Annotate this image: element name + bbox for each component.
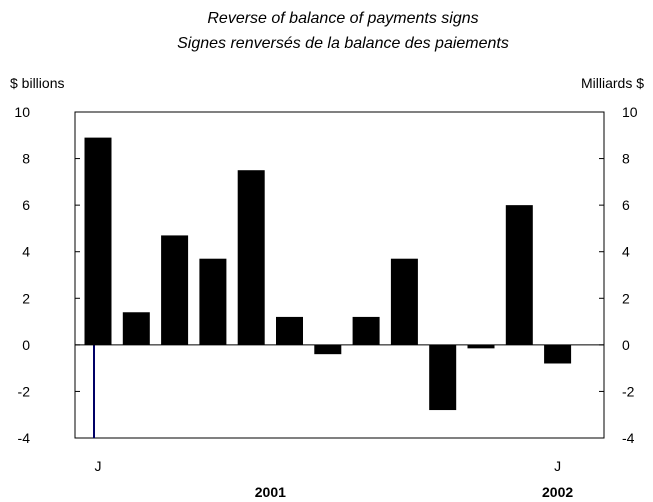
y-tick-label-left: 0 (22, 337, 30, 353)
y-axis-label-left: $ billions (10, 75, 64, 91)
bar (237, 170, 265, 345)
y-axis-right: -4 -2 0 2 4 6 8 10 (599, 104, 638, 446)
chart-title: Reverse of balance of payments signs (207, 10, 478, 27)
bars (84, 137, 572, 411)
y-tick-label-right: 2 (622, 290, 630, 306)
bar (84, 137, 112, 345)
y-tick-label-right: 4 (622, 244, 630, 260)
bar (390, 258, 418, 345)
bar (505, 205, 533, 345)
y-tick-label-left: 4 (22, 244, 30, 260)
bar (467, 344, 495, 349)
x-tick-label: J (95, 458, 102, 474)
y-tick-label-left: 10 (14, 104, 30, 120)
year-label: 2001 (255, 484, 286, 500)
y-tick-label-right: 6 (622, 197, 630, 213)
y-tick-label-left: 2 (22, 290, 30, 306)
y-tick-label-left: 8 (22, 151, 30, 167)
y-tick-label-right: 8 (622, 151, 630, 167)
bar (352, 316, 380, 345)
bar (429, 344, 457, 411)
bar (161, 235, 189, 345)
x-tick-label: J (554, 458, 561, 474)
y-axis-left: -4 -2 0 2 4 6 8 10 (14, 104, 80, 446)
bar (199, 258, 227, 345)
y-tick-label-right: 10 (622, 104, 638, 120)
chart-subtitle: Signes renversés de la balance des paiem… (177, 35, 509, 52)
bar (544, 344, 572, 364)
year-label: 2002 (542, 484, 573, 500)
plot-frame (74, 111, 605, 439)
y-tick-label-left: -2 (18, 383, 31, 399)
y-tick-label-right: -4 (622, 430, 635, 446)
y-tick-label-left: 6 (22, 197, 30, 213)
bar (314, 344, 342, 355)
bar (276, 316, 303, 345)
year-labels: 2001 2002 (255, 484, 574, 500)
y-tick-label-right: -2 (622, 383, 635, 399)
y-axis-label-right: Milliards $ (581, 75, 644, 91)
y-tick-label-left: -4 (18, 430, 31, 446)
bar (122, 312, 150, 345)
y-tick-label-right: 0 (622, 337, 630, 353)
